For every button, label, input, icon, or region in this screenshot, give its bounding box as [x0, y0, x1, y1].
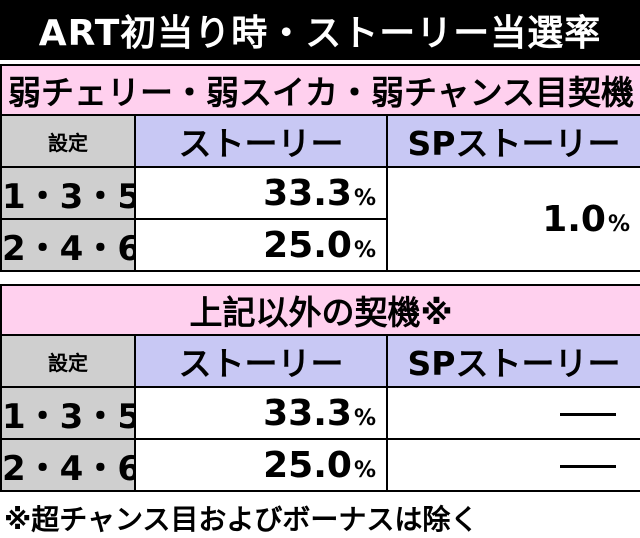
story-rate: 25.0% [134, 218, 388, 272]
table-weak-trigger: 弱チェリー・弱スイカ・弱チャンス目契機 設定 ストーリー SPストーリー 1・3… [0, 64, 640, 272]
table-row: 2・4・6 25.0% [0, 438, 640, 492]
section-heading: 弱チェリー・弱スイカ・弱チャンス目契機 [0, 64, 640, 116]
section-heading: 上記以外の契機※ [0, 284, 640, 336]
story-rate: 33.3% [134, 166, 388, 220]
column-header-story: ストーリー [134, 334, 388, 388]
column-header-setting: 設定 [0, 334, 136, 388]
table-other-trigger: 上記以外の契機※ 設定 ストーリー SPストーリー 1・3・5 33.3% 2・… [0, 284, 640, 492]
dash-icon [560, 464, 617, 468]
dash-icon [560, 412, 617, 416]
column-header-sp-story: SPストーリー [385, 334, 640, 388]
table-row: 1・3・5 33.3% 1.0% [0, 166, 640, 272]
column-header-setting: 設定 [0, 114, 136, 168]
rate-value: 1.0 [542, 198, 606, 240]
sp-story-rate: 1.0% [385, 166, 640, 272]
story-rate: 33.3% [134, 386, 388, 440]
story-rate: 25.0% [134, 438, 388, 492]
footnote: ※超チャンス目およびボーナスは除く [4, 503, 479, 536]
setting-label: 1・3・5 [0, 386, 136, 440]
setting-label: 2・4・6 [0, 218, 136, 272]
sp-story-none [385, 438, 640, 492]
percent-unit: % [353, 405, 376, 431]
page-title: ART初当り時・ストーリー当選率 [0, 0, 640, 60]
rate-value: 33.3 [263, 172, 352, 214]
percent-unit: % [353, 237, 376, 263]
rate-value: 33.3 [263, 392, 352, 434]
percent-unit: % [353, 457, 376, 483]
column-header-story: ストーリー [134, 114, 388, 168]
percent-unit: % [353, 185, 376, 211]
table-row: 1・3・5 33.3% [0, 386, 640, 440]
table-row: 2・4・6 25.0% [0, 218, 640, 272]
rate-value: 25.0 [263, 224, 352, 266]
rate-value: 25.0 [263, 444, 352, 486]
sp-story-none [385, 386, 640, 440]
column-header-sp-story: SPストーリー [385, 114, 640, 168]
setting-label: 1・3・5 [0, 166, 136, 220]
percent-unit: % [607, 211, 631, 237]
setting-label: 2・4・6 [0, 438, 136, 492]
